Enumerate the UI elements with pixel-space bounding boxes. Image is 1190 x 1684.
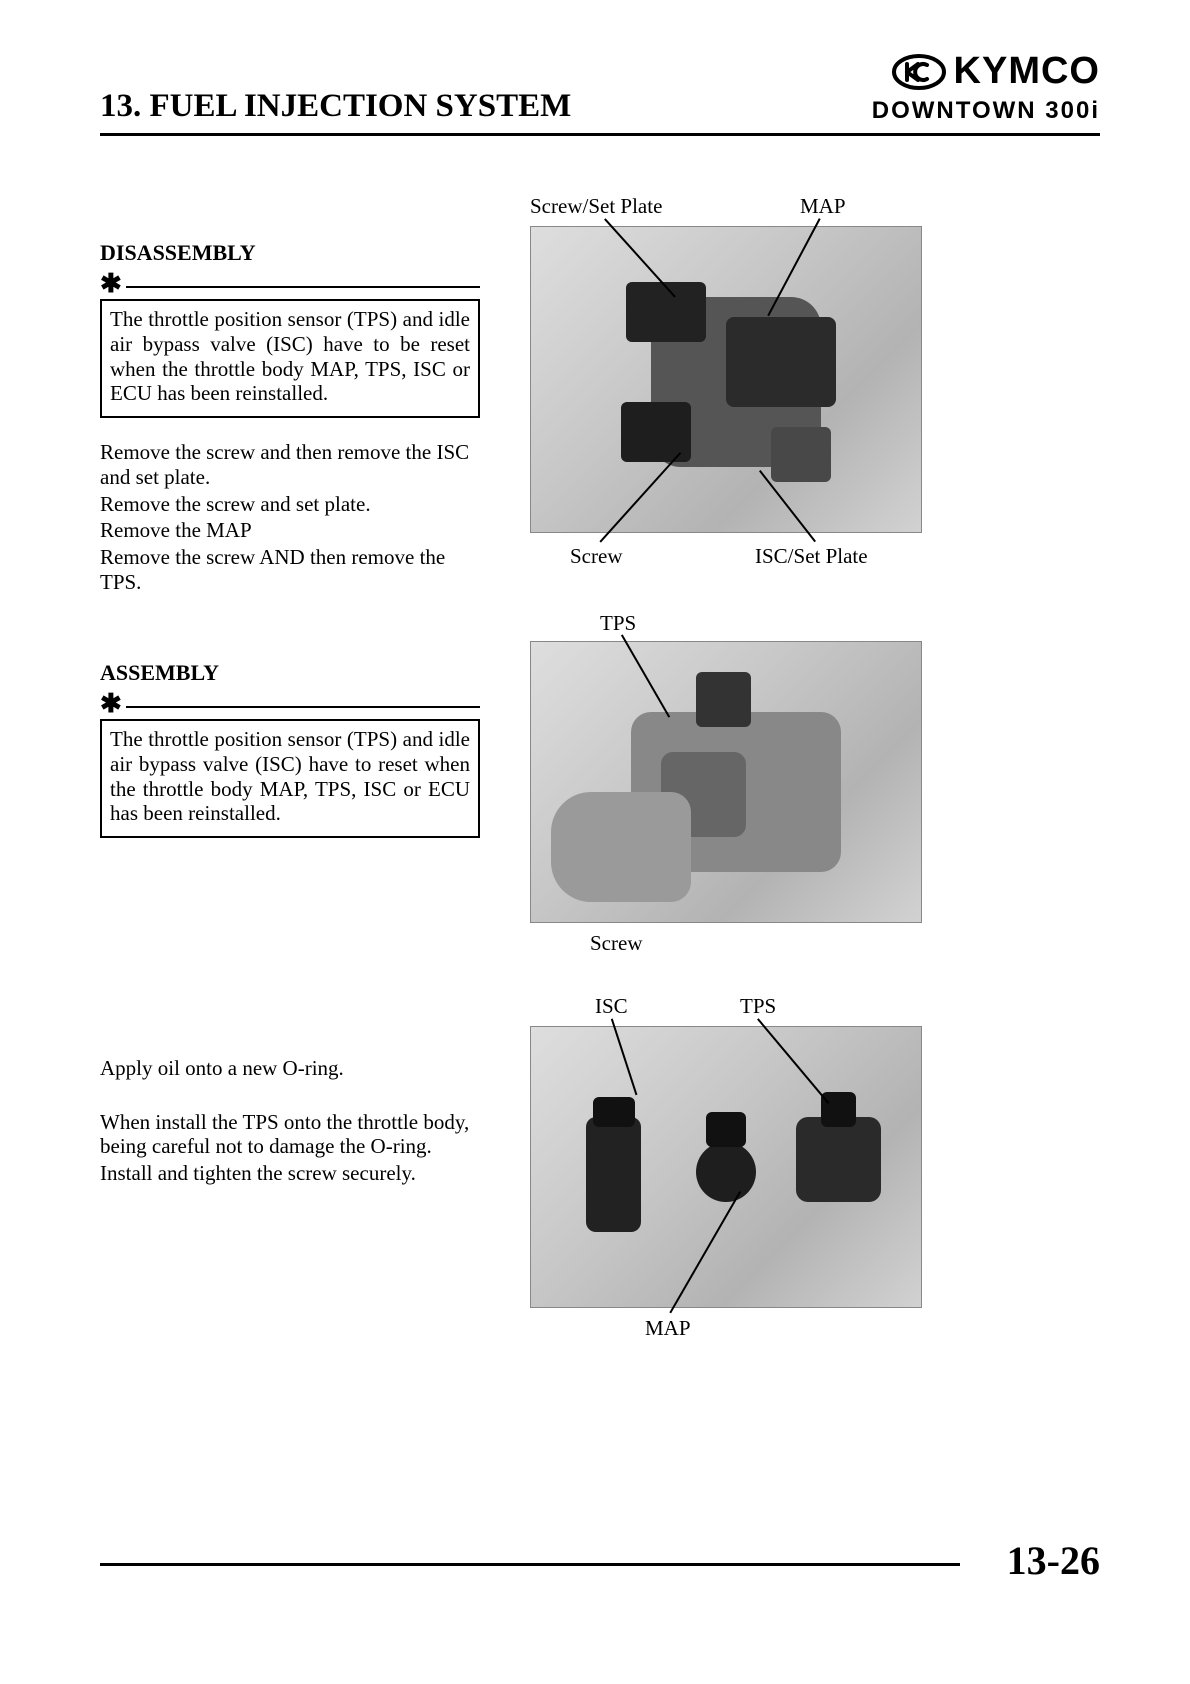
disassembly-heading: DISASSEMBLY (100, 240, 480, 266)
brand-row: KYMCO (872, 50, 1100, 93)
brand-block: KYMCO DOWNTOWN 300i (872, 50, 1100, 125)
disassembly-note: The throttle position sensor (TPS) and i… (100, 299, 480, 418)
page-number: 13-26 (1007, 1537, 1100, 1584)
chapter-title: 13. FUEL INJECTION SYSTEM (100, 88, 571, 125)
note-divider (126, 286, 480, 288)
figure-components (530, 1026, 922, 1308)
footer-rule (100, 1563, 960, 1566)
fig3-label-isc: ISC (595, 994, 628, 1019)
note-divider (126, 706, 480, 708)
fig1-label-isc-set-plate: ISC/Set Plate (755, 544, 868, 569)
note-star-icon: ✱ (100, 688, 122, 719)
kymco-logo-icon (892, 54, 946, 90)
assembly-heading: ASSEMBLY (100, 660, 480, 686)
disassembly-section: DISASSEMBLY ✱ The throttle position sens… (100, 226, 480, 597)
disassembly-steps: Remove the screw and then remove the ISC… (100, 440, 480, 595)
note-star-row: ✱ (100, 688, 480, 719)
figure-tps-install (530, 641, 922, 923)
figure-throttle-body (530, 226, 922, 533)
page: 13. FUEL INJECTION SYSTEM KYMCO DOWNTOWN… (0, 0, 1190, 1684)
fig1-label-map: MAP (800, 194, 846, 219)
note-star-row: ✱ (100, 268, 480, 299)
header: 13. FUEL INJECTION SYSTEM KYMCO DOWNTOWN… (100, 50, 1100, 136)
fig2-label-screw: Screw (590, 931, 642, 956)
assembly-steps-section: Apply oil onto a new O-ring. When instal… (100, 1056, 480, 1188)
assembly-note: The throttle position sensor (TPS) and i… (100, 719, 480, 838)
fig1-label-screw: Screw (570, 544, 622, 569)
fig3-label-tps: TPS (740, 994, 776, 1019)
fig3-label-map: MAP (645, 1316, 691, 1341)
step: Remove the screw and then remove the ISC… (100, 440, 480, 490)
step: Remove the screw AND then remove the TPS… (100, 545, 480, 595)
brand-name: KYMCO (954, 50, 1100, 93)
fig1-label-screw-set-plate: Screw/Set Plate (530, 194, 662, 219)
step (100, 1083, 480, 1108)
assembly-steps: Apply oil onto a new O-ring. When instal… (100, 1056, 480, 1186)
step: Install and tighten the screw securely. (100, 1161, 480, 1186)
step: Apply oil onto a new O-ring. (100, 1056, 480, 1081)
brand-model: DOWNTOWN 300i (872, 97, 1100, 125)
step: Remove the MAP (100, 518, 480, 543)
assembly-section: ASSEMBLY ✱ The throttle position sensor … (100, 646, 480, 838)
step: Remove the screw and set plate. (100, 492, 480, 517)
step: When install the TPS onto the throttle b… (100, 1110, 480, 1160)
note-star-icon: ✱ (100, 268, 122, 299)
fig2-label-tps: TPS (600, 611, 636, 636)
